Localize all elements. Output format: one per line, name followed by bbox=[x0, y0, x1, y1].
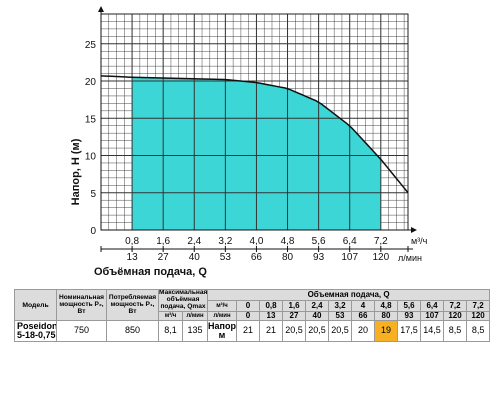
q-m3h-cell: 3,2 bbox=[328, 299, 352, 312]
y-tick-label: 10 bbox=[85, 152, 97, 163]
head-value-cell: 8,5 bbox=[443, 320, 467, 343]
header-qmax: Максимальная объёмная подача, Qmax bbox=[158, 289, 208, 312]
x-tick-label-lmin: 27 bbox=[158, 252, 170, 263]
header-qmax-m3h-unit: м³/ч bbox=[158, 310, 183, 322]
q-m3h-cell: 5,6 bbox=[397, 299, 421, 312]
x-tick-label-lmin: 107 bbox=[341, 252, 358, 263]
head-value-cell: 20 bbox=[351, 320, 375, 343]
performance-curve bbox=[100, 75, 409, 194]
x-tick-label-m3h: 7,2 bbox=[374, 236, 388, 247]
head-value-cell: 20,5 bbox=[305, 320, 329, 343]
head-value-cell-extra: 8,5 bbox=[465, 320, 491, 343]
head-value-cell: 17,5 bbox=[397, 320, 421, 343]
q-lmin-cell: 40 bbox=[305, 310, 329, 322]
q-lmin-cell: 0 bbox=[236, 310, 260, 322]
y-tick-label: 0 bbox=[90, 226, 96, 237]
x-tick-label-lmin: 40 bbox=[189, 252, 201, 263]
x-tick-label-m3h: 2,4 bbox=[187, 236, 201, 247]
table-row: Poseidon 5-18-0,75 750 850 8,1 135 Напор… bbox=[14, 320, 491, 343]
x-tick-label-lmin: 93 bbox=[313, 252, 325, 263]
x-tick-label-m3h: 6,4 bbox=[343, 236, 357, 247]
x-tick-label-lmin: 13 bbox=[127, 252, 139, 263]
performance-table: Модель Номинальная мощность P₂, Вт Потре… bbox=[14, 288, 491, 343]
x-tick-label-lmin: 80 bbox=[282, 252, 294, 263]
axis-layer bbox=[98, 6, 417, 252]
q-lmin-cell: 120 bbox=[443, 310, 467, 322]
q-m3h-cell: 6,4 bbox=[420, 299, 444, 312]
q-lmin-cell: 80 bbox=[374, 310, 398, 322]
y-tick-label: 5 bbox=[90, 189, 96, 200]
q-lmin-cell: 53 bbox=[328, 310, 352, 322]
x-unit-lmin: л/мин bbox=[398, 253, 422, 263]
header-qmax-lmin-unit: л/мин bbox=[182, 310, 208, 322]
y-axis-title: Напор, Н (м) bbox=[70, 138, 82, 205]
q-lmin-cell: 27 bbox=[282, 310, 306, 322]
x-axis-title: Объёмная подача, Q bbox=[94, 266, 207, 278]
x-tick-label-m3h: 3,2 bbox=[218, 236, 232, 247]
head-value-cell: 20,5 bbox=[328, 320, 352, 343]
head-value-cell: 21 bbox=[236, 320, 260, 343]
head-value-cell: 21 bbox=[259, 320, 283, 343]
x-tick-label-m3h: 5,6 bbox=[312, 236, 326, 247]
header-model: Модель bbox=[14, 288, 57, 322]
x-axis-arrow bbox=[411, 227, 417, 233]
y-axis-arrow bbox=[98, 6, 104, 12]
header-p1: Потребляемая мощность P₁, Вт bbox=[106, 288, 159, 322]
y-tick-label: 15 bbox=[85, 114, 97, 125]
table-header-row-3: м³/ч л/мин л/мин 0 13 27 40 53 66 80 93 … bbox=[15, 310, 491, 322]
p2-cell: 750 bbox=[56, 320, 107, 343]
x-tick-label-m3h: 1,6 bbox=[156, 236, 170, 247]
q-m3h-cell: 0,8 bbox=[259, 299, 283, 312]
q-m3h-cell: 1,6 bbox=[282, 299, 306, 312]
x-tick-label-lmin: 120 bbox=[372, 252, 389, 263]
x-tick-label-m3h: 0,8 bbox=[125, 236, 139, 247]
pump-performance-chart: 5 10 15 20 25 0 0,8 1,6 2,4 3,2 4,0 4,8 5,6 6,4 7,2 13 2… bbox=[70, 6, 428, 278]
labels-layer: 5 10 15 20 25 0 0,8 1,6 2,4 3,2 4,0 4,8 5,6 6,4 7,2 13 2… bbox=[70, 40, 428, 278]
head-label-cell: Напор, м bbox=[207, 320, 237, 343]
y-tick-label: 25 bbox=[85, 40, 97, 51]
q-m3h-cell: 7,2 bbox=[443, 299, 467, 312]
q-m3h-cell: 2,4 bbox=[305, 299, 329, 312]
header-flow: Объемная подача, Q bbox=[206, 289, 491, 301]
head-value-cell: 14,5 bbox=[420, 320, 444, 343]
model-cell: Poseidon 5-18-0,75 bbox=[14, 320, 57, 343]
x-tick-label-lmin: 53 bbox=[220, 252, 232, 263]
header-p2: Номинальная мощность P₂, Вт bbox=[56, 288, 107, 322]
q-lmin-cell: 107 bbox=[420, 310, 444, 322]
q-lmin-cell: 66 bbox=[351, 310, 375, 322]
x-tick-label-m3h: 4,8 bbox=[281, 236, 295, 247]
q-m3h-cell-extra: 7,2 bbox=[465, 299, 491, 312]
header-flow-lmin-unit: л/мин bbox=[207, 310, 237, 322]
x-unit-m3h: м³/ч bbox=[411, 236, 428, 246]
q-m3h-cell: 4,8 bbox=[374, 299, 398, 312]
qmax-m3h-cell: 8,1 bbox=[158, 320, 183, 343]
q-m3h-cell: 0 bbox=[236, 299, 260, 312]
p1-cell: 850 bbox=[106, 320, 159, 343]
qmax-lmin-cell: 135 bbox=[182, 320, 208, 343]
head-value-cell: 20,5 bbox=[282, 320, 306, 343]
table-header-row-1: Модель Номинальная мощность P₂, Вт Потре… bbox=[14, 288, 491, 322]
y-tick-label: 20 bbox=[85, 77, 97, 88]
header-flow-m3h-unit: м³/ч bbox=[207, 299, 237, 312]
head-value-cell-highlighted: 19 bbox=[374, 320, 398, 343]
x-tick-label-m3h: 4,0 bbox=[249, 236, 263, 247]
x-tick-label-lmin: 66 bbox=[251, 252, 263, 263]
q-lmin-cell-extra: 120 bbox=[465, 310, 491, 322]
q-lmin-cell: 93 bbox=[397, 310, 421, 322]
q-m3h-cell: 4 bbox=[351, 299, 375, 312]
q-lmin-cell: 13 bbox=[259, 310, 283, 322]
curve-layer bbox=[100, 75, 409, 194]
